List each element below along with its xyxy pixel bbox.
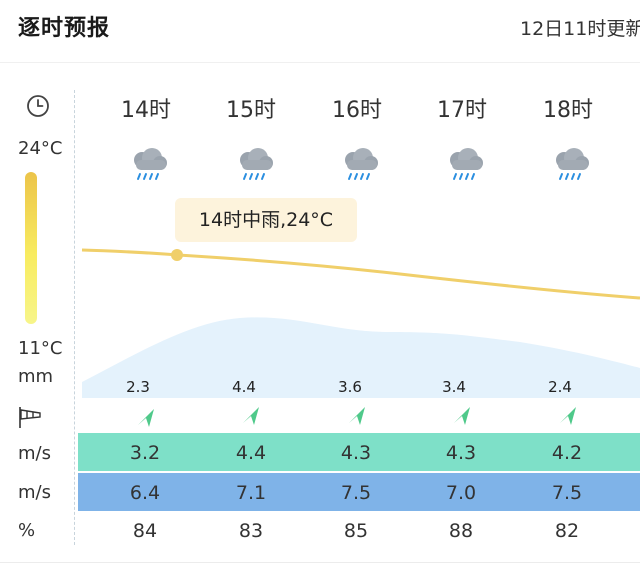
clock-icon — [26, 94, 50, 118]
wind-speed-value: 4.2 — [551, 442, 583, 464]
wind-gust-value: 7.5 — [340, 482, 372, 504]
temp-max-label: 24°C — [18, 138, 63, 159]
hour-label: 17时 — [437, 98, 487, 123]
precip-value: 3.6 — [338, 378, 362, 396]
divider — [0, 62, 640, 63]
precip-value: 3.4 — [442, 378, 466, 396]
wind-direction-icon — [243, 407, 259, 425]
wind-gust-value: 7.0 — [445, 482, 477, 504]
hour-label: 18时 — [543, 98, 593, 123]
wind-speed-row: 3.2 4.4 4.3 4.3 4.2 — [78, 433, 640, 471]
wind-speed-value: 4.4 — [235, 442, 267, 464]
wind-speed-value: 3.2 — [129, 442, 161, 464]
row-unit-label: m/s — [18, 443, 51, 464]
hour-label: 14时 — [121, 98, 171, 123]
humidity-value: 82 — [554, 520, 580, 542]
wind-speed-value: 4.3 — [340, 442, 372, 464]
temp-point — [171, 249, 183, 261]
temp-gradient-bar — [25, 172, 37, 324]
windsock-icon — [18, 405, 44, 429]
wind-direction-icon — [560, 407, 576, 425]
wind-direction-icon — [349, 407, 365, 425]
wind-direction-icon — [138, 409, 154, 427]
humidity-row: 84 83 85 88 82 — [78, 511, 640, 549]
precip-value: 2.3 — [126, 378, 150, 396]
wind-gust-row: 6.4 7.1 7.5 7.0 7.5 — [78, 473, 640, 511]
wind-gust-value: 6.4 — [129, 482, 161, 504]
wind-gust-value: 7.1 — [235, 482, 267, 504]
wind-direction-icon — [454, 407, 470, 425]
precip-value: 2.4 — [548, 378, 572, 396]
precip-area — [82, 317, 640, 398]
hour-label: 15时 — [226, 98, 276, 123]
wind-speed-value: 4.3 — [445, 442, 477, 464]
update-time: 12日11时更新 — [520, 18, 640, 40]
hour-tooltip: 14时中雨,24°C — [175, 198, 357, 242]
hour-label: 16时 — [332, 98, 382, 123]
temp-min-label: 11°C — [18, 338, 63, 359]
axis-divider — [74, 90, 75, 545]
humidity-value: 84 — [132, 520, 158, 542]
humidity-value: 85 — [343, 520, 369, 542]
precip-unit-label: mm — [18, 366, 54, 387]
row-unit-label: % — [18, 520, 36, 541]
humidity-value: 83 — [238, 520, 264, 542]
row-unit-label: m/s — [18, 482, 51, 503]
temp-line — [81, 248, 640, 300]
divider — [0, 562, 640, 563]
wind-gust-value: 7.5 — [551, 482, 583, 504]
precip-value: 4.4 — [232, 378, 256, 396]
page-title: 逐时预报 — [18, 16, 111, 41]
humidity-value: 88 — [448, 520, 474, 542]
